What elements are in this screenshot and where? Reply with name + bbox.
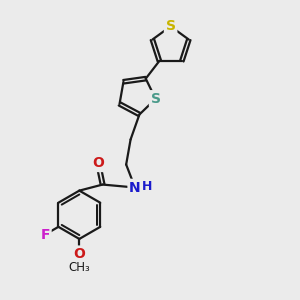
Text: CH₃: CH₃ (68, 261, 90, 274)
Text: O: O (74, 247, 85, 261)
Text: N: N (129, 181, 141, 194)
Text: S: S (151, 92, 160, 106)
Text: O: O (92, 156, 104, 170)
Text: F: F (40, 227, 50, 242)
Text: H: H (142, 179, 153, 193)
Text: S: S (166, 19, 176, 33)
